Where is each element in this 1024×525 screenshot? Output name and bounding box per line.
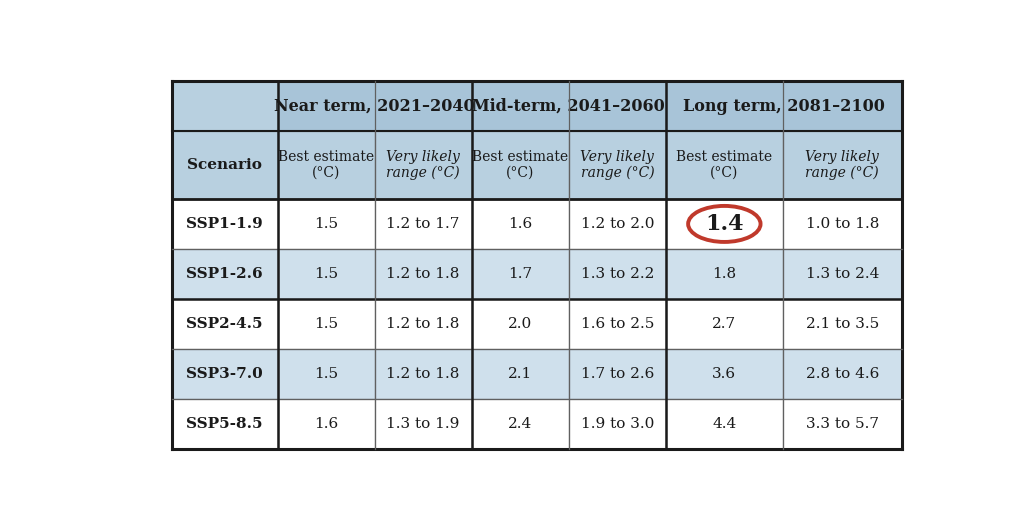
Text: 1.2 to 1.8: 1.2 to 1.8 bbox=[386, 367, 460, 381]
Text: 1.5: 1.5 bbox=[314, 267, 338, 281]
FancyBboxPatch shape bbox=[472, 249, 568, 299]
FancyBboxPatch shape bbox=[375, 249, 472, 299]
Text: 1.3 to 2.2: 1.3 to 2.2 bbox=[581, 267, 654, 281]
Text: Very likely
range (°C): Very likely range (°C) bbox=[581, 150, 654, 180]
Text: 2.4: 2.4 bbox=[508, 417, 532, 431]
FancyBboxPatch shape bbox=[172, 131, 278, 199]
FancyBboxPatch shape bbox=[568, 199, 666, 249]
FancyBboxPatch shape bbox=[666, 299, 782, 349]
FancyBboxPatch shape bbox=[278, 399, 375, 449]
FancyBboxPatch shape bbox=[172, 399, 278, 449]
Text: Mid-term, 2041–2060: Mid-term, 2041–2060 bbox=[472, 98, 666, 114]
Text: 3.6: 3.6 bbox=[713, 367, 736, 381]
FancyBboxPatch shape bbox=[278, 249, 375, 299]
Text: 1.2 to 1.8: 1.2 to 1.8 bbox=[386, 317, 460, 331]
FancyBboxPatch shape bbox=[472, 349, 568, 399]
FancyBboxPatch shape bbox=[375, 349, 472, 399]
FancyBboxPatch shape bbox=[375, 199, 472, 249]
Text: 2.8 to 4.6: 2.8 to 4.6 bbox=[806, 367, 879, 381]
FancyBboxPatch shape bbox=[172, 81, 278, 131]
FancyBboxPatch shape bbox=[666, 199, 782, 249]
FancyBboxPatch shape bbox=[375, 399, 472, 449]
FancyBboxPatch shape bbox=[278, 81, 472, 131]
FancyBboxPatch shape bbox=[666, 131, 782, 199]
FancyBboxPatch shape bbox=[568, 249, 666, 299]
Text: 1.7: 1.7 bbox=[508, 267, 532, 281]
FancyBboxPatch shape bbox=[472, 199, 568, 249]
FancyBboxPatch shape bbox=[666, 81, 902, 131]
FancyBboxPatch shape bbox=[172, 199, 278, 249]
Text: 2.0: 2.0 bbox=[508, 317, 532, 331]
FancyBboxPatch shape bbox=[782, 349, 902, 399]
FancyBboxPatch shape bbox=[666, 249, 782, 299]
FancyBboxPatch shape bbox=[782, 131, 902, 199]
Text: Scenario: Scenario bbox=[187, 158, 262, 172]
Text: 1.2 to 1.7: 1.2 to 1.7 bbox=[386, 217, 460, 231]
FancyBboxPatch shape bbox=[472, 81, 666, 131]
Text: SSP5-8.5: SSP5-8.5 bbox=[186, 417, 263, 431]
FancyBboxPatch shape bbox=[278, 199, 375, 249]
FancyBboxPatch shape bbox=[568, 399, 666, 449]
Text: 1.3 to 2.4: 1.3 to 2.4 bbox=[806, 267, 879, 281]
Text: 1.7 to 2.6: 1.7 to 2.6 bbox=[581, 367, 654, 381]
Text: Best estimate
(°C): Best estimate (°C) bbox=[278, 150, 374, 180]
Text: 2.7: 2.7 bbox=[713, 317, 736, 331]
FancyBboxPatch shape bbox=[472, 299, 568, 349]
FancyBboxPatch shape bbox=[568, 349, 666, 399]
Text: SSP1-2.6: SSP1-2.6 bbox=[186, 267, 263, 281]
Text: Best estimate
(°C): Best estimate (°C) bbox=[472, 150, 568, 180]
Text: Very likely
range (°C): Very likely range (°C) bbox=[386, 150, 460, 180]
Text: 1.2 to 1.8: 1.2 to 1.8 bbox=[386, 267, 460, 281]
Text: 1.6: 1.6 bbox=[314, 417, 338, 431]
Text: 1.3 to 1.9: 1.3 to 1.9 bbox=[386, 417, 460, 431]
Text: 1.2 to 2.0: 1.2 to 2.0 bbox=[581, 217, 654, 231]
Text: 1.0 to 1.8: 1.0 to 1.8 bbox=[806, 217, 879, 231]
FancyBboxPatch shape bbox=[666, 349, 782, 399]
Text: Best estimate
(°C): Best estimate (°C) bbox=[676, 150, 772, 180]
FancyBboxPatch shape bbox=[782, 199, 902, 249]
Text: Very likely
range (°C): Very likely range (°C) bbox=[805, 150, 880, 180]
Text: 1.5: 1.5 bbox=[314, 317, 338, 331]
Text: Near term, 2021–2040: Near term, 2021–2040 bbox=[274, 98, 475, 114]
FancyBboxPatch shape bbox=[375, 131, 472, 199]
FancyBboxPatch shape bbox=[172, 349, 278, 399]
FancyBboxPatch shape bbox=[782, 399, 902, 449]
Text: 1.5: 1.5 bbox=[314, 367, 338, 381]
Text: 2.1: 2.1 bbox=[508, 367, 532, 381]
FancyBboxPatch shape bbox=[172, 299, 278, 349]
Text: 1.6: 1.6 bbox=[508, 217, 532, 231]
FancyBboxPatch shape bbox=[278, 299, 375, 349]
Text: SSP3-7.0: SSP3-7.0 bbox=[186, 367, 263, 381]
Text: Long term, 2081–2100: Long term, 2081–2100 bbox=[683, 98, 885, 114]
Text: 3.3 to 5.7: 3.3 to 5.7 bbox=[806, 417, 879, 431]
FancyBboxPatch shape bbox=[782, 249, 902, 299]
FancyBboxPatch shape bbox=[782, 299, 902, 349]
Text: SSP2-4.5: SSP2-4.5 bbox=[186, 317, 263, 331]
FancyBboxPatch shape bbox=[666, 399, 782, 449]
FancyBboxPatch shape bbox=[472, 131, 568, 199]
Text: 4.4: 4.4 bbox=[713, 417, 736, 431]
Text: 1.9 to 3.0: 1.9 to 3.0 bbox=[581, 417, 654, 431]
Text: 1.5: 1.5 bbox=[314, 217, 338, 231]
FancyBboxPatch shape bbox=[472, 399, 568, 449]
FancyBboxPatch shape bbox=[568, 131, 666, 199]
FancyBboxPatch shape bbox=[172, 249, 278, 299]
FancyBboxPatch shape bbox=[375, 299, 472, 349]
Text: 1.8: 1.8 bbox=[713, 267, 736, 281]
Text: SSP1-1.9: SSP1-1.9 bbox=[186, 217, 263, 231]
FancyBboxPatch shape bbox=[568, 299, 666, 349]
Text: 1.6 to 2.5: 1.6 to 2.5 bbox=[581, 317, 654, 331]
FancyBboxPatch shape bbox=[278, 349, 375, 399]
Text: 2.1 to 3.5: 2.1 to 3.5 bbox=[806, 317, 879, 331]
Text: 1.4: 1.4 bbox=[706, 213, 743, 235]
FancyBboxPatch shape bbox=[278, 131, 375, 199]
